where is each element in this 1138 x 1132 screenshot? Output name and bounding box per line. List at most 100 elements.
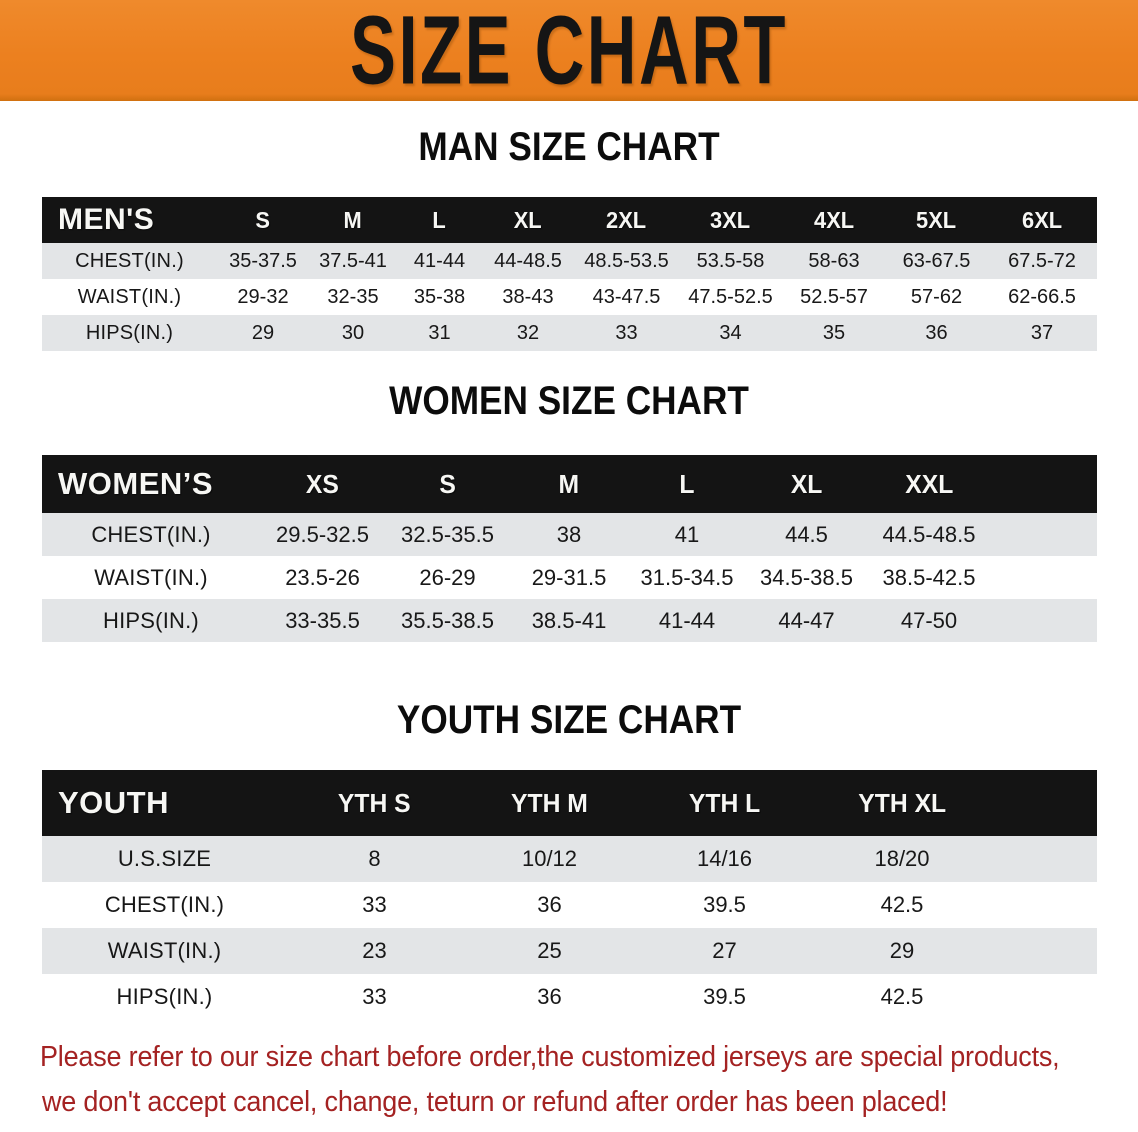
cell: 8 [287,836,462,882]
youth-col-3: YTH XL [812,770,992,836]
row-label: U.S.SIZE [42,836,287,882]
youth-corner-text: YOUTH [58,785,169,820]
table-header-row: WOMEN’S XS S M L XL XXL [42,455,1097,513]
cell: 39.5 [637,974,812,1020]
cell: 35 [782,315,886,351]
cell: 32 [482,315,574,351]
youth-corner-label: YOUTH [42,770,287,836]
row-label: HIPS(IN.) [42,315,217,351]
section-title-youth: YOUTH SIZE CHART [396,698,742,742]
cell: 43-47.5 [574,279,679,315]
men-col-4: 2XL [574,197,679,243]
cell: 30 [309,315,397,351]
men-col-3: XL [482,197,574,243]
cell: 29 [812,928,992,974]
table-row: HIPS(IN.) 33-35.5 35.5-38.5 38.5-41 41-4… [42,599,1097,642]
cell: 33 [287,974,462,1020]
cell: 38.5-42.5 [867,556,991,599]
row-label: CHEST(IN.) [42,882,287,928]
women-col-3: L [628,455,746,513]
cell: 42.5 [812,974,992,1020]
row-label: CHEST(IN.) [42,513,260,556]
table-header-row: YOUTH YTH S YTH M YTH L YTH XL [42,770,1097,836]
cell: 62-66.5 [987,279,1097,315]
cell: 44.5 [746,513,867,556]
men-col-8: 6XL [987,197,1097,243]
men-col-5: 3XL [679,197,782,243]
cell: 53.5-58 [679,243,782,279]
cell: 38 [510,513,628,556]
page-banner: SIZE CHART [0,0,1138,101]
section-title-women: WOMEN SIZE CHART [389,379,749,423]
men-col-2: L [397,197,482,243]
cell: 57-62 [886,279,987,315]
cell: 38-43 [482,279,574,315]
table-row: WAIST(IN.) 29-32 32-35 35-38 38-43 43-47… [42,279,1097,315]
youth-col-spacer [992,770,1097,836]
cell: 33-35.5 [260,599,385,642]
cell-spacer [991,599,1097,642]
men-col-1: M [309,197,397,243]
table-row: WAIST(IN.) 23 25 27 29 [42,928,1097,974]
cell: 31 [397,315,482,351]
row-label: WAIST(IN.) [42,928,287,974]
cell-spacer [992,836,1097,882]
youth-col-0: YTH S [287,770,462,836]
cell-spacer [992,928,1097,974]
men-corner-label: MEN'S [42,197,217,243]
women-col-spacer [991,455,1097,513]
cell: 48.5-53.5 [574,243,679,279]
cell: 23 [287,928,462,974]
cell: 52.5-57 [782,279,886,315]
cell: 26-29 [385,556,510,599]
cell: 42.5 [812,882,992,928]
men-corner-text: MEN'S [58,203,155,236]
cell: 29 [217,315,309,351]
cell: 35-37.5 [217,243,309,279]
cell: 38.5-41 [510,599,628,642]
cell: 25 [462,928,637,974]
cell: 39.5 [637,882,812,928]
men-col-0: S [217,197,309,243]
table-header-row: MEN'S S M L XL 2XL 3XL 4XL 5XL 6XL [42,197,1097,243]
cell: 29-32 [217,279,309,315]
men-col-7: 5XL [886,197,987,243]
women-corner-text: WOMEN’S [58,466,214,501]
row-label: HIPS(IN.) [42,599,260,642]
cell: 33 [574,315,679,351]
cell-spacer [991,513,1097,556]
cell: 41-44 [628,599,746,642]
cell: 44-47 [746,599,867,642]
cell: 36 [462,882,637,928]
cell: 32-35 [309,279,397,315]
cell: 32.5-35.5 [385,513,510,556]
cell: 41-44 [397,243,482,279]
cell: 18/20 [812,836,992,882]
youth-size-table: YOUTH YTH S YTH M YTH L YTH XL U.S.SIZE … [42,770,1097,1020]
table-row: U.S.SIZE 8 10/12 14/16 18/20 [42,836,1097,882]
cell-spacer [992,882,1097,928]
women-col-2: M [510,455,628,513]
cell-spacer [992,974,1097,1020]
cell: 36 [886,315,987,351]
women-col-4: XL [746,455,867,513]
row-label: WAIST(IN.) [42,279,217,315]
cell: 36 [462,974,637,1020]
table-row: HIPS(IN.) 33 36 39.5 42.5 [42,974,1097,1020]
women-size-table: WOMEN’S XS S M L XL XXL CHEST(IN.) 29.5-… [42,455,1097,642]
cell: 23.5-26 [260,556,385,599]
cell: 44-48.5 [482,243,574,279]
cell: 37.5-41 [309,243,397,279]
cell: 34 [679,315,782,351]
cell: 63-67.5 [886,243,987,279]
disclaimer-text: Please refer to our size chart before or… [40,1035,1100,1125]
cell: 47-50 [867,599,991,642]
cell: 10/12 [462,836,637,882]
cell: 37 [987,315,1097,351]
cell: 35-38 [397,279,482,315]
youth-col-1: YTH M [462,770,637,836]
cell: 67.5-72 [987,243,1097,279]
cell: 31.5-34.5 [628,556,746,599]
cell: 27 [637,928,812,974]
